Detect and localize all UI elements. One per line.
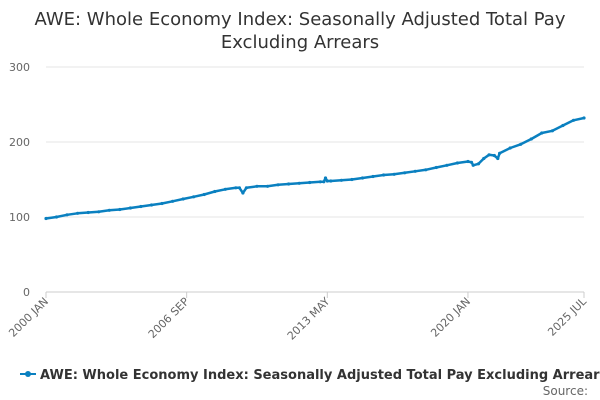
data-point[interactable] <box>265 184 270 188</box>
data-point[interactable] <box>360 176 365 180</box>
data-point[interactable] <box>471 163 475 167</box>
data-point[interactable] <box>455 161 459 165</box>
data-point[interactable] <box>244 186 248 190</box>
data-point[interactable] <box>213 189 217 194</box>
data-point[interactable] <box>297 181 301 185</box>
data-point[interactable] <box>350 177 354 182</box>
data-point[interactable] <box>97 210 101 214</box>
y-tick-label: 0 <box>23 286 30 299</box>
data-point[interactable] <box>44 216 48 221</box>
data-point[interactable] <box>496 156 500 161</box>
data-point[interactable] <box>322 180 326 184</box>
data-point[interactable] <box>318 180 322 184</box>
data-point[interactable] <box>469 160 474 164</box>
x-tick-label: 2000 JAN <box>6 295 51 340</box>
x-axis: 2000 JAN 2006 SEP 2013 MAY 2020 JAN 2025 JUL <box>6 292 590 343</box>
data-point[interactable] <box>498 151 502 155</box>
data-point[interactable] <box>192 195 196 199</box>
data-point[interactable] <box>241 191 245 195</box>
data-point[interactable] <box>149 203 154 207</box>
data-point[interactable] <box>413 169 417 173</box>
data-point[interactable] <box>492 153 496 158</box>
chart-title-line-2: Excluding Arrears <box>221 32 379 53</box>
data-point[interactable] <box>339 178 343 182</box>
data-point[interactable] <box>382 173 386 177</box>
x-tick-label: 2006 SEP <box>146 295 192 341</box>
legend-swatch-dot <box>25 371 31 377</box>
data-point[interactable] <box>323 176 328 180</box>
data-point[interactable] <box>325 179 329 183</box>
data-point[interactable] <box>329 179 333 183</box>
data-point[interactable] <box>202 192 206 197</box>
data-point[interactable] <box>139 204 143 209</box>
data-point[interactable] <box>181 197 185 201</box>
y-tick-label: 300 <box>9 61 30 74</box>
y-tick-label: 100 <box>9 211 30 224</box>
data-point[interactable] <box>571 118 576 122</box>
data-point[interactable] <box>171 199 175 203</box>
data-point[interactable] <box>482 156 486 161</box>
data-point[interactable] <box>276 183 280 187</box>
data-point[interactable] <box>487 153 491 157</box>
data-point[interactable] <box>118 207 122 212</box>
y-tick-label: 200 <box>9 136 30 149</box>
y-axis: 0 100 200 300 <box>9 61 30 299</box>
x-tick-label: 2025 JUL <box>545 294 589 338</box>
series-line[interactable] <box>45 116 585 220</box>
data-point[interactable] <box>160 201 164 206</box>
data-point[interactable] <box>508 146 512 150</box>
data-point[interactable] <box>476 162 481 166</box>
data-point[interactable] <box>65 213 69 217</box>
data-point[interactable] <box>540 131 544 135</box>
data-point[interactable] <box>308 180 312 185</box>
grid-lines <box>46 66 584 293</box>
data-point[interactable] <box>54 215 59 219</box>
chart-title-line-1: AWE: Whole Economy Index: Seasonally Adj… <box>35 9 566 30</box>
legend[interactable]: AWE: Whole Economy Index: Seasonally Adj… <box>20 368 600 383</box>
data-point[interactable] <box>234 186 238 190</box>
data-point[interactable] <box>237 186 241 190</box>
data-point[interactable] <box>434 165 438 170</box>
data-point[interactable] <box>466 159 470 164</box>
legend-label: AWE: Whole Economy Index: Seasonally Adj… <box>40 368 600 383</box>
data-point[interactable] <box>255 184 259 188</box>
data-point[interactable] <box>76 211 80 215</box>
source-label: Source: <box>543 384 588 398</box>
data-point[interactable] <box>371 174 375 179</box>
data-point[interactable] <box>392 172 396 176</box>
data-point[interactable] <box>550 129 555 133</box>
data-point[interactable] <box>223 187 227 191</box>
data-point[interactable] <box>287 182 291 186</box>
x-tick-label: 2020 JAN <box>428 295 473 340</box>
data-point[interactable] <box>529 137 533 141</box>
data-point[interactable] <box>403 171 407 175</box>
series-layer <box>44 116 586 221</box>
data-point[interactable] <box>128 206 132 210</box>
data-point[interactable] <box>561 123 565 128</box>
data-point[interactable] <box>519 142 523 146</box>
data-point[interactable] <box>424 168 428 172</box>
data-point[interactable] <box>86 210 90 215</box>
data-point[interactable] <box>445 163 449 167</box>
x-tick-label: 2013 MAY <box>285 295 333 343</box>
data-point[interactable] <box>107 208 111 212</box>
data-point[interactable] <box>582 116 586 120</box>
